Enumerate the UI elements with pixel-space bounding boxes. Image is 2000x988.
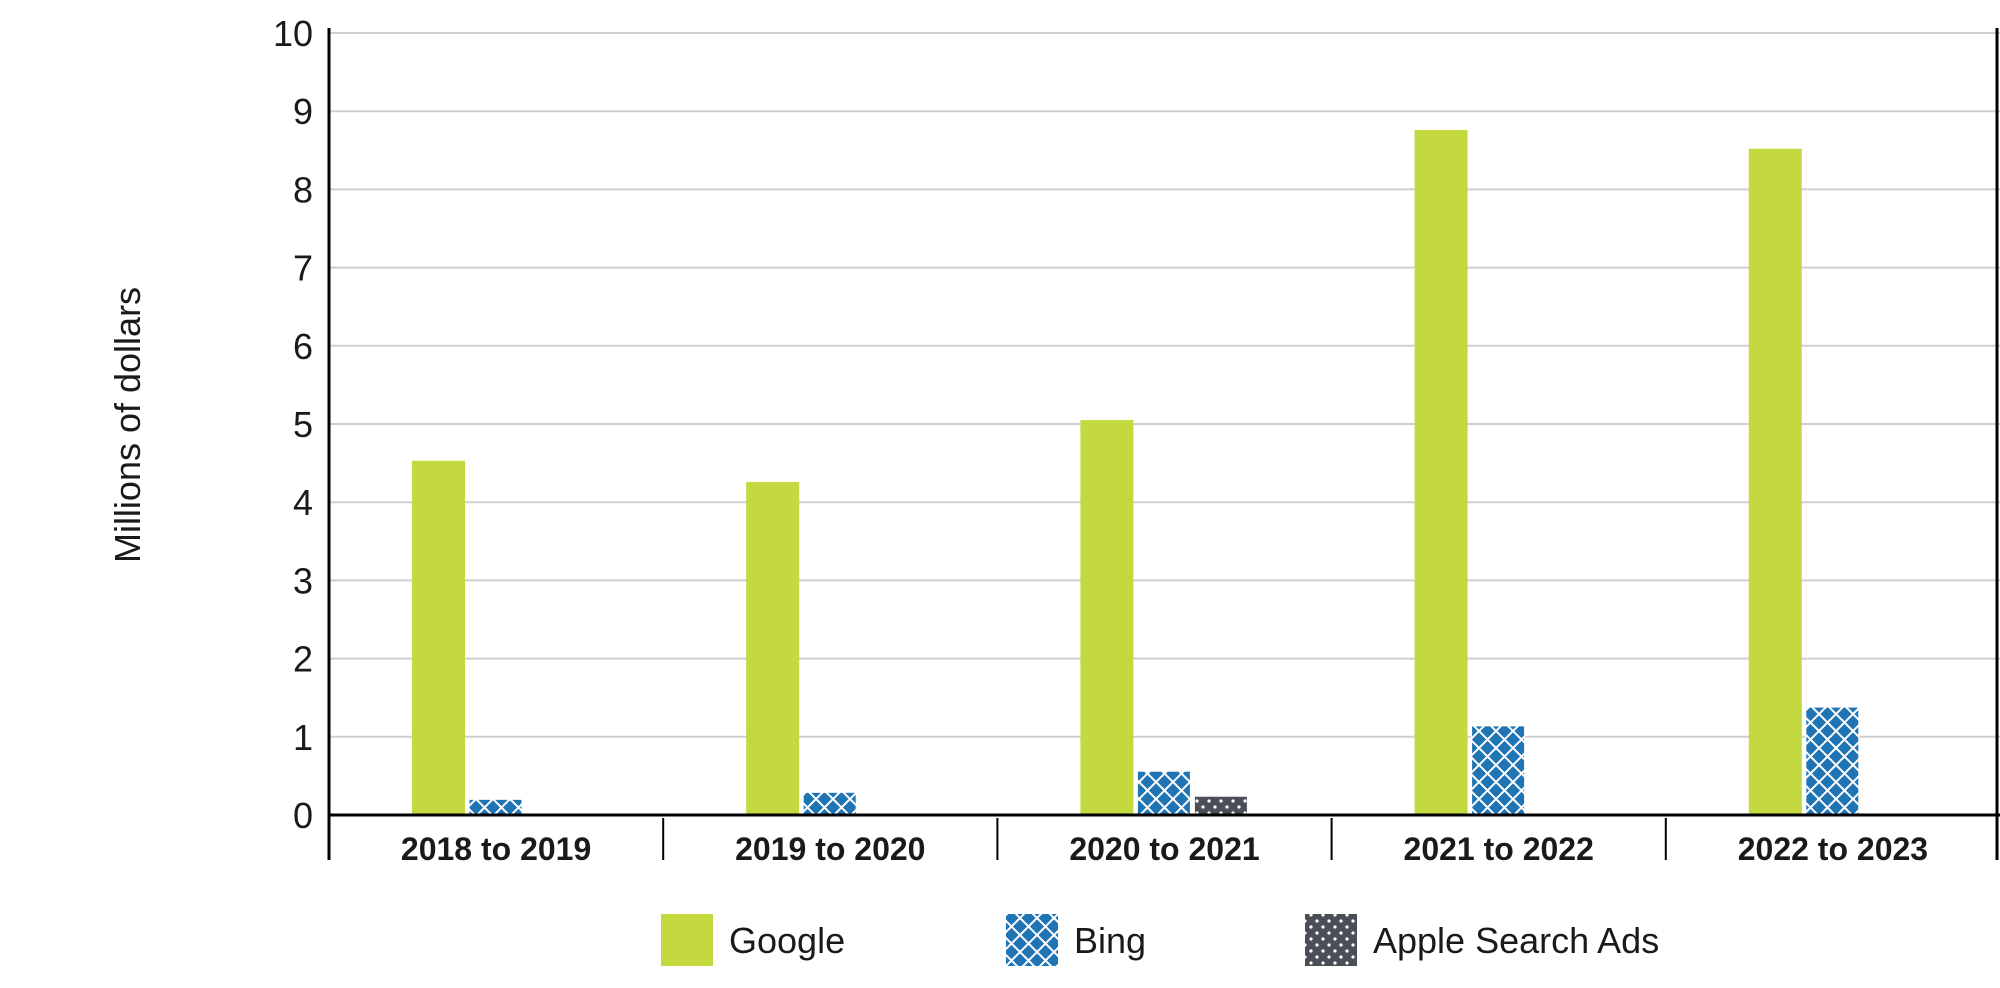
y-tick-label: 3	[293, 560, 313, 601]
y-tick-label: 4	[293, 482, 313, 523]
legend-swatch-bing	[1006, 914, 1058, 966]
x-tick-label: 2018 to 2019	[401, 831, 591, 867]
bar-google	[1748, 148, 1802, 816]
y-tick-label: 10	[273, 13, 313, 54]
bar-google	[1080, 420, 1134, 815]
legend-swatch-apple-search-ads	[1305, 914, 1357, 966]
legend-label-bing: Bing	[1074, 920, 1146, 961]
bar-google	[412, 460, 465, 815]
bar-bing	[1471, 725, 1526, 816]
legend-label-apple-search-ads: Apple Search Ads	[1373, 920, 1659, 961]
y-tick-label: 2	[293, 639, 313, 680]
gridlines	[329, 32, 2000, 738]
bar-bing	[802, 791, 857, 816]
x-tick-label: 2020 to 2021	[1069, 831, 1259, 867]
bar-bing	[1805, 706, 1860, 816]
y-tick-label: 7	[293, 248, 313, 289]
y-tick-label: 9	[293, 91, 313, 132]
y-axis-label: Millions of dollars	[107, 287, 148, 563]
legend-label-google: Google	[729, 920, 845, 961]
y-tick-labels: 0 1 2 3 4 5 6 7 8 9 10	[273, 13, 313, 836]
x-tick-label: 2019 to 2020	[735, 831, 925, 867]
y-tick-label: 0	[293, 795, 313, 836]
y-tick-label: 6	[293, 326, 313, 367]
legend: Google Bing Apple Search Ads	[661, 914, 1659, 966]
bars	[412, 129, 1860, 816]
axes	[327, 28, 2000, 860]
x-tick-labels: 2018 to 2019 2019 to 2020 2020 to 2021 2021…	[401, 831, 1928, 867]
y-tick-label: 8	[293, 169, 313, 210]
legend-swatch-google	[661, 914, 713, 966]
x-tick-label: 2021 to 2022	[1404, 831, 1594, 867]
y-tick-label: 1	[293, 717, 313, 758]
bar-bing	[468, 798, 523, 816]
x-tick-label: 2022 to 2023	[1738, 831, 1928, 867]
bar-google	[1414, 129, 1468, 815]
bar-google	[746, 481, 800, 815]
bar-apple-search-ads	[1193, 795, 1248, 816]
bar-bing	[1136, 770, 1191, 816]
y-tick-label: 5	[293, 404, 313, 445]
